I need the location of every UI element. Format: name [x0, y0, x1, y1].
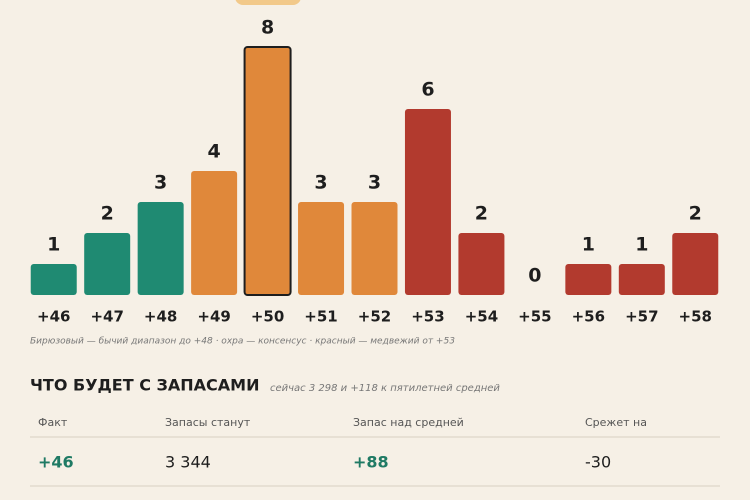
- x-tick-label: +55: [518, 308, 551, 326]
- x-tick-label: +51: [304, 308, 337, 326]
- value-label: 2: [689, 203, 702, 225]
- x-tick-label: +52: [358, 308, 391, 326]
- bar: [565, 264, 612, 295]
- bar: [298, 202, 345, 295]
- value-label: 6: [421, 79, 434, 101]
- bar: [404, 109, 451, 295]
- table-cell: 3 344: [165, 453, 211, 472]
- bar: [672, 233, 719, 295]
- value-label: 4: [207, 141, 220, 163]
- bar: [84, 233, 131, 295]
- bar: [191, 171, 238, 295]
- x-tick-label: +54: [465, 308, 498, 326]
- bar: [458, 233, 505, 295]
- value-label: 3: [368, 172, 381, 194]
- table-cell: -30: [585, 453, 611, 472]
- bar: [137, 202, 184, 295]
- value-label: 1: [582, 234, 595, 256]
- value-label: 3: [314, 172, 327, 194]
- x-tick-label: +57: [625, 308, 658, 326]
- x-tick-label: +46: [37, 308, 70, 326]
- x-tick-label: +58: [679, 308, 712, 326]
- badge: [235, 0, 301, 5]
- value-label: 8: [261, 17, 274, 39]
- value-label: 2: [475, 203, 488, 225]
- x-tick-label: +56: [572, 308, 605, 326]
- x-tick-label: +53: [411, 308, 444, 326]
- value-label: 1: [635, 234, 648, 256]
- table-header: Факт: [38, 416, 68, 429]
- value-label: 3: [154, 172, 167, 194]
- bar: [243, 46, 292, 296]
- table-header: Срежет на: [585, 416, 647, 429]
- bar: [30, 264, 77, 295]
- table-cell: +46: [38, 453, 74, 472]
- table-header: Запасы станут: [165, 416, 251, 429]
- section-subtitle: сейчас 3 298 и +118 к пятилетней средней: [270, 383, 500, 394]
- x-tick-label: +48: [144, 308, 177, 326]
- x-tick-label: +47: [90, 308, 123, 326]
- value-label: 0: [528, 265, 541, 287]
- x-tick-label: +49: [197, 308, 230, 326]
- section-title: ЧТО БУДЕТ С ЗАПАСАМИ: [30, 376, 259, 395]
- caption: Бирюзовый — бычий диапазон до +48 · охра…: [30, 337, 455, 347]
- table-cell: +88: [353, 453, 389, 472]
- value-label: 1: [47, 234, 60, 256]
- x-tick-label: +50: [251, 308, 284, 326]
- value-label: 2: [101, 203, 114, 225]
- bar: [618, 264, 665, 295]
- table-header: Запас над средней: [353, 416, 464, 429]
- bar: [351, 202, 398, 295]
